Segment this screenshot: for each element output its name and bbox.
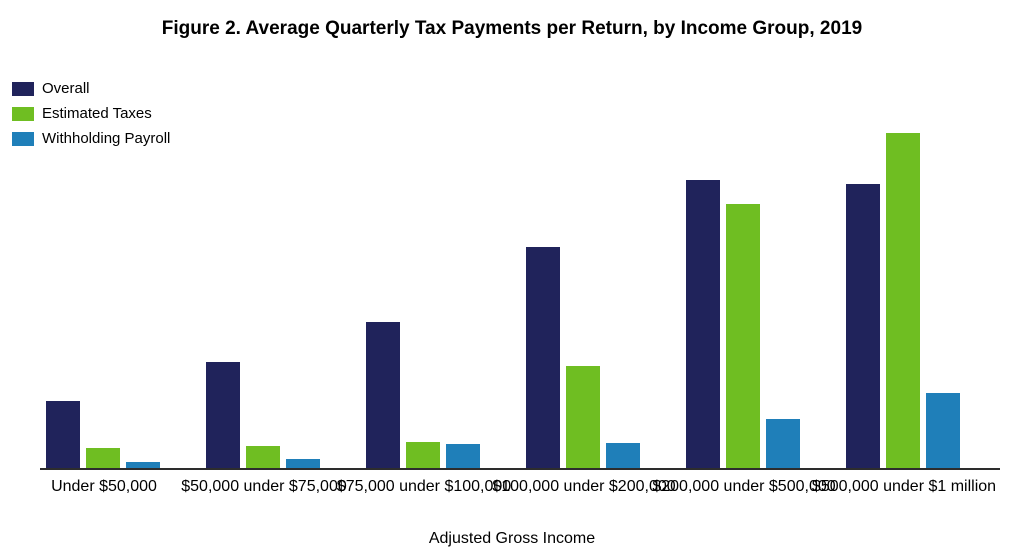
bar — [446, 444, 480, 468]
bar — [126, 462, 160, 468]
bar — [566, 366, 600, 469]
bar-group: $50,000 under $75,000 — [206, 60, 322, 470]
legend-swatch — [12, 107, 34, 121]
bar — [606, 443, 640, 468]
plot-area: Under $50,000 $50,000 under $75,000 $75,00… — [40, 60, 1000, 470]
legend-swatch — [12, 132, 34, 146]
bar — [286, 459, 320, 468]
bar — [686, 180, 720, 468]
legend-swatch — [12, 82, 34, 96]
bar — [846, 184, 880, 468]
bar — [366, 322, 400, 468]
bar — [206, 362, 240, 468]
bar-group: Under $50,000 — [46, 60, 162, 470]
bar — [886, 133, 920, 468]
bar-group: $100,000 under $200,000 — [526, 60, 642, 470]
bar — [86, 448, 120, 468]
bar-group: $200,000 under $500,000 — [686, 60, 802, 470]
bar — [526, 247, 560, 468]
bar — [726, 204, 760, 468]
bar — [46, 401, 80, 468]
x-axis-title: Adjusted Gross Income — [0, 530, 1024, 548]
bar-group: $500,000 under $1 million — [846, 60, 962, 470]
bar — [926, 393, 960, 468]
bar — [766, 419, 800, 468]
bar — [406, 442, 440, 468]
bar-group: $75,000 under $100,000 — [366, 60, 482, 470]
chart-container: Figure 2. Average Quarterly Tax Payments… — [0, 0, 1024, 558]
x-tick-label: $500,000 under $1 million — [788, 470, 1020, 496]
bar — [246, 446, 280, 468]
chart-title: Figure 2. Average Quarterly Tax Payments… — [0, 18, 1024, 40]
